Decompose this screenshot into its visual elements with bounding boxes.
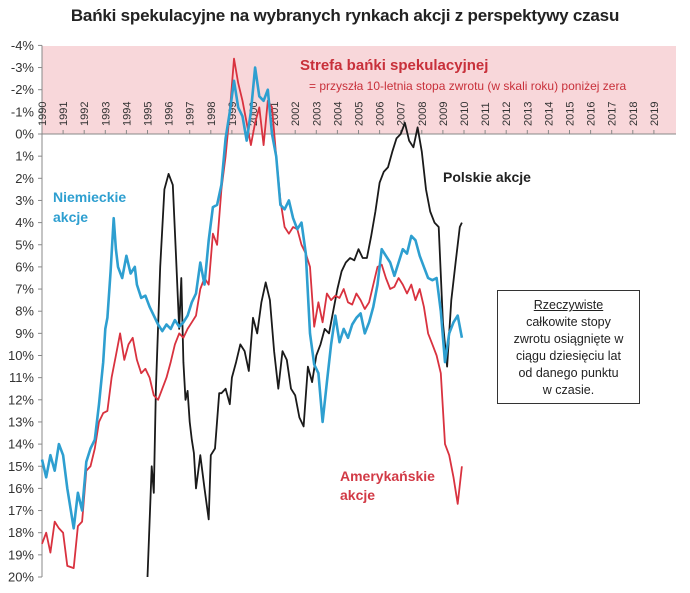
- x-tick-label: 2006: [375, 102, 387, 126]
- y-tick-label: 12%: [8, 392, 34, 407]
- y-tick-label: 17%: [8, 503, 34, 518]
- x-tick-label: 1991: [58, 102, 70, 126]
- x-tick-label: 1994: [121, 102, 133, 126]
- x-tick-label: 2004: [332, 102, 344, 126]
- x-tick-label: 1996: [164, 102, 176, 126]
- x-tick-label: 2003: [311, 102, 323, 126]
- y-tick-label: 15%: [8, 459, 34, 474]
- x-tick-label: 1995: [143, 102, 155, 126]
- y-tick-label: -2%: [11, 82, 35, 97]
- x-tick-label: 2011: [480, 102, 492, 126]
- x-tick-label: 2010: [459, 102, 471, 126]
- chart-title: Bańki spekulacyjne na wybranych rynkach …: [70, 6, 620, 25]
- zone-title: Strefa bańki spekulacyjnej: [300, 57, 488, 74]
- y-tick-label: 14%: [8, 437, 34, 452]
- x-tick-label: 2019: [649, 102, 661, 126]
- x-tick-label: 2017: [607, 102, 619, 126]
- series-lines: [40, 57, 464, 578]
- note-line-2: całkowite stopy: [526, 315, 611, 329]
- y-tick-label: 5%: [15, 237, 34, 252]
- zone-subtitle: = przyszła 10-letnia stopa zwrotu (w ska…: [309, 79, 626, 93]
- y-tick-label: 11%: [9, 370, 34, 385]
- y-tick-label: 3%: [15, 193, 34, 208]
- x-tick-label: 2013: [522, 102, 534, 126]
- series-line: [146, 122, 463, 578]
- y-tick-label: 13%: [8, 414, 34, 429]
- x-tick-label: 2014: [543, 102, 555, 126]
- note-line-3: zwrotu osiągnięte w: [513, 332, 624, 346]
- bubble-zone-band: [42, 46, 676, 134]
- x-tick-label: 2016: [586, 102, 598, 126]
- y-tick-label: 0%: [15, 127, 34, 142]
- y-tick-label: 8%: [15, 304, 34, 319]
- y-tick-label: 18%: [8, 525, 34, 540]
- y-tick-label: 6%: [15, 259, 34, 274]
- y-tick-label: 10%: [8, 348, 34, 363]
- y-tick-label: 7%: [15, 282, 34, 297]
- y-tick-label: 20%: [8, 570, 34, 585]
- note-line-4: ciągu dziesięciu lat: [516, 349, 621, 363]
- label-american-2: akcje: [340, 487, 375, 503]
- x-tick-label: 2002: [290, 102, 302, 126]
- x-tick-label: 2015: [565, 102, 577, 126]
- y-tick-label: 4%: [15, 215, 34, 230]
- y-tick-label: 16%: [8, 481, 34, 496]
- y-tick-label: 2%: [15, 171, 34, 186]
- y-tick-label: -3%: [11, 60, 35, 75]
- y-tick-label: -4%: [11, 38, 35, 53]
- x-tick-label: 1998: [206, 102, 218, 126]
- series-line: [41, 57, 463, 569]
- label-american: Amerykańskie: [340, 468, 435, 484]
- x-axis: 1990 1991 1992 1993 1994 1995 1996 1997 1998 1999…: [37, 102, 676, 135]
- x-tick-label: 2009: [438, 102, 450, 126]
- note-line-5: od danego punktu: [518, 366, 619, 380]
- note-line-6: w czasie.: [542, 383, 595, 397]
- x-tick-label: 2012: [501, 102, 513, 126]
- x-tick-label: 2018: [628, 102, 640, 126]
- x-tick-label: 2008: [417, 102, 429, 126]
- x-tick-label: 2005: [354, 102, 366, 126]
- y-axis: -4% -3% -2% -1% 0% 1% 2% 3% 4% 5% 6% 7% 8% 9% 10% 11% 12…: [8, 38, 43, 585]
- y-tick-label: 9%: [15, 326, 34, 341]
- series-line: [40, 66, 464, 530]
- y-tick-label: 19%: [8, 547, 34, 562]
- y-tick-label: 1%: [15, 149, 34, 164]
- x-tick-label: 1990: [37, 102, 49, 126]
- x-tick-label: 1997: [185, 102, 197, 126]
- x-tick-label: 1992: [79, 102, 91, 126]
- x-tick-label: 1993: [100, 102, 112, 126]
- label-german-2: akcje: [53, 209, 88, 225]
- y-tick-label: -1%: [11, 104, 35, 119]
- label-polish: Polskie akcje: [443, 169, 531, 185]
- explanation-box: Rzeczywiste całkowite stopy zwrotu osiąg…: [497, 290, 640, 404]
- x-tick-label: 2007: [396, 102, 408, 126]
- label-german: Niemieckie: [53, 189, 126, 205]
- note-line-1: Rzeczywiste: [533, 298, 604, 312]
